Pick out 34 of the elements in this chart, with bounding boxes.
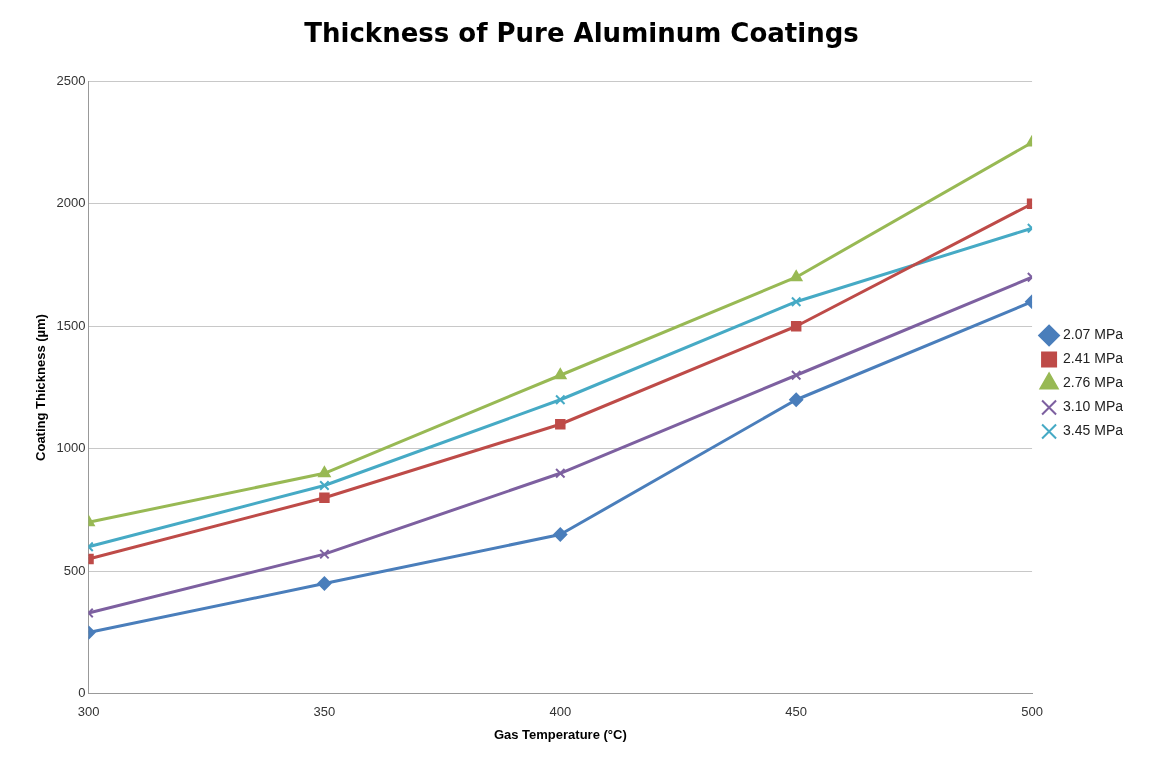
y-tick-label: 2500	[56, 72, 86, 88]
point	[553, 527, 568, 542]
point	[790, 296, 802, 307]
point	[790, 321, 802, 332]
point	[555, 419, 566, 430]
x-tick-label: 350	[313, 704, 336, 720]
x-tick-label: 300	[77, 704, 100, 720]
legend-label: 2.76 MPa	[1063, 374, 1124, 391]
legend-label: 2.07 MPa	[1063, 326, 1124, 343]
y-axis-title: Coating Thickness (µm)	[33, 314, 49, 461]
point	[554, 368, 567, 380]
point	[318, 466, 331, 478]
point	[555, 394, 566, 405]
point	[789, 392, 804, 407]
legend-label: 3.45 MPa	[1063, 422, 1124, 439]
y-tick-label: 2000	[56, 195, 86, 211]
x-tick-label: 500	[1021, 704, 1043, 720]
x-axis-title: Gas Temperature (°C)	[493, 726, 627, 742]
point	[319, 480, 330, 491]
legend-label: 2.41 MPa	[1063, 350, 1124, 367]
chart-title: Thickness of Pure Aluminum Coatings	[304, 18, 859, 49]
point	[319, 492, 330, 504]
y-tick-label: 1000	[56, 440, 86, 456]
point	[790, 370, 802, 381]
legend-label: 3.10 MPa	[1063, 398, 1124, 415]
x-tick-label: 400	[549, 704, 572, 720]
y-tick-label: 0	[78, 685, 86, 701]
point	[555, 468, 566, 479]
point	[319, 548, 330, 560]
y-tick-label: 500	[63, 562, 86, 578]
y-tick-label: 1500	[56, 317, 86, 333]
point	[789, 270, 803, 282]
point	[317, 576, 332, 591]
x-tick-label: 450	[785, 704, 808, 720]
